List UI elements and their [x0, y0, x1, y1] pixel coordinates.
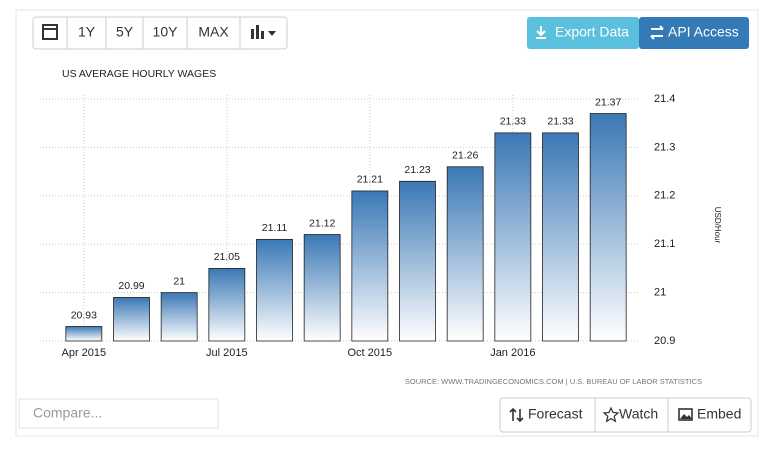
y-tick-label: 20.9 — [654, 335, 675, 347]
range-button[interactable]: 5Y — [116, 24, 134, 40]
bar — [113, 297, 150, 342]
x-tick-label: Apr 2015 — [62, 347, 107, 359]
compare-input[interactable] — [18, 398, 219, 429]
y-tick-label: 21.2 — [654, 190, 675, 202]
x-tick-label: Jul 2015 — [206, 347, 248, 359]
source: SOURCE: WWW.TRADINGECONOMICS.COM | U.S. … — [405, 377, 702, 386]
bar — [589, 113, 627, 342]
bar — [160, 292, 198, 342]
y-tick-label: 21.4 — [654, 93, 675, 105]
bar — [65, 326, 103, 342]
bar — [399, 180, 436, 342]
api-button[interactable] — [639, 17, 749, 49]
y-tick-label: 21.1 — [654, 238, 675, 250]
x-tick-label: Oct 2015 — [348, 347, 393, 359]
calendar-button[interactable] — [42, 24, 58, 40]
embed-button[interactable]: Embed — [697, 406, 741, 422]
range-button[interactable]: 10Y — [153, 24, 179, 40]
value-label: 21.33 — [500, 116, 526, 128]
range-button[interactable]: 1Y — [78, 24, 96, 40]
chart-type-button[interactable] — [251, 25, 276, 39]
bar — [542, 132, 579, 342]
x-tick-label: Jan 2016 — [490, 347, 535, 359]
plot: 20.9 21 21.1 21.2 21.3 21.4 Apr 2015 Jul 2015 Oc… — [40, 93, 675, 359]
export-label[interactable]: Export Data — [555, 24, 629, 40]
bar — [256, 238, 293, 342]
forecast-button[interactable]: Forecast — [528, 406, 583, 422]
bar — [208, 267, 246, 342]
range-group — [32, 16, 288, 50]
y-tick-label: 21.3 — [654, 141, 675, 153]
value-label: 21.26 — [452, 150, 478, 162]
bar — [303, 234, 341, 342]
value-label: 21.21 — [357, 174, 383, 186]
action-group — [499, 397, 752, 433]
value-label: 20.99 — [118, 280, 144, 292]
y-tick-label: 21 — [654, 287, 666, 299]
bar — [494, 132, 532, 342]
value-label: 21.11 — [262, 222, 288, 234]
value-label: 21.33 — [547, 116, 573, 128]
bar — [446, 166, 484, 342]
toolbar: 1Y 5Y 10Y MAX Export Data API Access — [32, 16, 749, 50]
value-label: 21.23 — [404, 164, 430, 176]
compare-placeholder[interactable]: Compare... — [33, 405, 102, 421]
api-label[interactable]: API Access — [668, 24, 739, 40]
watch-button[interactable]: Watch — [619, 406, 658, 422]
range-button[interactable]: MAX — [198, 24, 229, 40]
chart-title: US AVERAGE HOURLY WAGES — [62, 68, 216, 80]
value-label: 21 — [173, 275, 185, 287]
y-axis-label: USD/Hour — [713, 207, 722, 244]
value-label: 20.93 — [71, 309, 97, 321]
value-label: 21.12 — [309, 217, 335, 229]
bar — [351, 190, 389, 342]
export-button[interactable] — [527, 17, 639, 49]
value-label: 21.05 — [214, 251, 240, 263]
value-label: 21.37 — [595, 96, 621, 108]
